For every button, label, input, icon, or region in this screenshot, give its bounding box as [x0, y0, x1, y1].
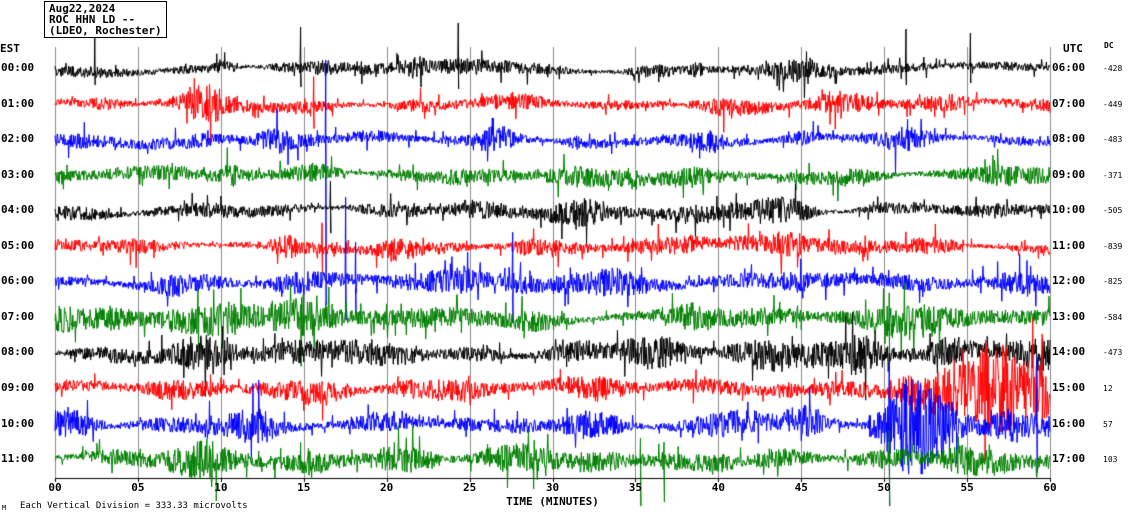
x-tick-20: 20 — [380, 481, 394, 494]
title-date: Aug22,2024 — [49, 2, 116, 15]
est-label-row-9: 09:00 — [1, 380, 35, 394]
x-tick-55: 55 — [960, 481, 974, 494]
utc-label-row-10: 16:00 — [1052, 416, 1086, 430]
x-tick-05: 05 — [131, 481, 145, 494]
x-tick-10: 10 — [214, 481, 228, 494]
utc-label-row-3: 09:00 — [1052, 167, 1086, 181]
x-axis-title: TIME (MINUTES) — [506, 495, 599, 508]
dc-value-row-9: 12 — [1103, 383, 1113, 393]
dc-value-row-3: -371 — [1103, 170, 1123, 180]
est-label-row-0: 00:00 — [1, 61, 35, 74]
dc-value-row-5: -839 — [1103, 241, 1123, 251]
title-station: ROC HHN LD -- — [49, 13, 136, 26]
utc-label-row-9: 15:00 — [1052, 380, 1086, 394]
utc-label-row-4: 10:00 — [1052, 203, 1086, 217]
title-location: (LDEO, Rochester) — [49, 24, 162, 37]
dc-value-row-2: -483 — [1103, 135, 1123, 145]
utc-label-row-5: 11:00 — [1052, 238, 1086, 252]
est-label-row-7: 07:00 — [1, 309, 35, 323]
utc-label-row-8: 14:00 — [1052, 345, 1086, 359]
x-tick-40: 40 — [711, 481, 725, 494]
title-box: Aug22,2024 ROC HHN LD -- (LDEO, Rocheste… — [44, 1, 167, 38]
scale-note: Each Vertical Division = 333.33 microvol… — [20, 501, 248, 511]
utc-label-row-7: 13:00 — [1052, 309, 1086, 323]
dc-column-header: DC — [1104, 41, 1114, 50]
est-label-row-3: 03:00 — [1, 167, 35, 181]
est-label-row-6: 06:00 — [1, 274, 35, 288]
x-tick-45: 45 — [794, 481, 808, 494]
x-tick-00: 00 — [48, 481, 62, 494]
dc-value-row-6: -825 — [1103, 277, 1123, 287]
right-timezone-label: UTC — [1063, 42, 1083, 55]
dc-value-row-1: -449 — [1103, 99, 1123, 109]
x-tick-60: 60 — [1043, 481, 1057, 494]
x-tick-30: 30 — [545, 481, 560, 494]
utc-label-row-11: 17:00 — [1052, 452, 1086, 466]
utc-label-row-2: 08:00 — [1052, 132, 1086, 146]
dc-value-row-11: 103 — [1103, 455, 1118, 465]
dc-value-row-4: -505 — [1103, 206, 1123, 216]
x-tick-25: 25 — [462, 481, 477, 494]
utc-label-row-0: 06:00 — [1052, 61, 1086, 74]
dc-value-row-8: -473 — [1103, 348, 1123, 358]
est-label-row-5: 05:00 — [1, 238, 35, 252]
dc-value-row-0: -428 — [1103, 64, 1123, 73]
est-label-row-11: 11:00 — [1, 452, 35, 466]
dc-value-row-10: 57 — [1103, 419, 1113, 429]
est-label-row-10: 10:00 — [1, 416, 35, 430]
est-label-row-1: 01:00 — [1, 96, 35, 110]
x-tick-35: 35 — [628, 481, 643, 494]
est-label-row-4: 04:00 — [1, 203, 35, 217]
utc-label-row-1: 07:00 — [1052, 96, 1086, 110]
utc-label-row-6: 12:00 — [1052, 274, 1086, 288]
left-timezone-label: EST — [0, 42, 20, 55]
corner-mark: M — [2, 504, 7, 512]
dc-value-row-7: -584 — [1103, 312, 1123, 322]
x-tick-50: 50 — [877, 481, 891, 494]
est-label-row-8: 08:00 — [1, 345, 35, 359]
est-label-row-2: 02:00 — [1, 132, 35, 146]
x-tick-15: 15 — [297, 481, 311, 494]
